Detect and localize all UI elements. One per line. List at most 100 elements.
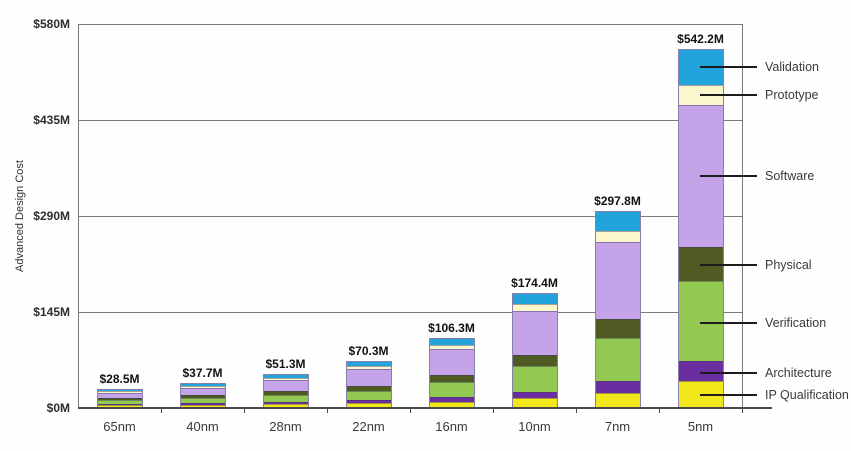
bar-total-label: $28.5M <box>99 372 140 387</box>
bar-segment-software <box>97 392 142 399</box>
x-axis-tick <box>161 409 162 413</box>
bar-segment-architecture <box>346 400 391 404</box>
bar-segment-verification <box>512 366 557 392</box>
x-axis-tick <box>576 409 577 413</box>
bar-total-label: $174.4M <box>511 275 558 290</box>
bar-segment-physical <box>429 375 474 383</box>
bar-segment-verification <box>346 390 391 401</box>
bar-segment-architecture <box>512 391 557 399</box>
legend-label-physical: Physical <box>765 258 812 273</box>
y-tick-label: $145M <box>33 305 70 319</box>
bar-65nm <box>96 389 143 408</box>
bar-segment-physical <box>595 318 640 338</box>
legend-label-ip-qualification: IP Qualification <box>765 388 849 403</box>
gridline <box>78 23 742 25</box>
bar-16nm <box>428 337 475 408</box>
bar-segment-validation <box>429 338 474 345</box>
bar-10nm <box>511 292 558 408</box>
bar-segment-physical <box>97 398 142 401</box>
x-axis-tick <box>244 409 245 413</box>
bar-40nm <box>179 383 226 408</box>
bar-segment-prototype <box>595 230 640 243</box>
bar-segment-architecture <box>180 402 225 405</box>
x-axis-tick <box>493 409 494 413</box>
bar-segment-software <box>263 380 308 392</box>
legend-label-architecture: Architecture <box>765 365 832 380</box>
bar-segment-ip-qualification <box>678 381 723 407</box>
x-axis-tick <box>410 409 411 413</box>
bar-segment-verification <box>263 394 308 402</box>
bar-segment-validation <box>512 293 557 305</box>
y-tick-label: $435M <box>33 113 70 127</box>
x-axis-line <box>78 407 772 409</box>
plot-right-border <box>742 24 743 408</box>
bar-segment-physical <box>263 391 308 395</box>
bar-segment-physical <box>346 385 391 391</box>
legend-leader-line-prototype <box>700 93 757 96</box>
x-axis-tick <box>327 409 328 413</box>
bar-segment-verification <box>97 400 142 404</box>
y-tick-label: $0M <box>46 401 70 415</box>
bar-segment-physical <box>678 246 723 282</box>
bar-7nm <box>594 210 641 408</box>
bar-segment-validation <box>595 211 640 231</box>
gridline <box>78 215 742 217</box>
bar-segment-verification <box>678 281 723 362</box>
bar-segment-prototype <box>512 304 557 312</box>
bar-segment-ip-qualification <box>346 403 391 407</box>
legend-label-validation: Validation <box>765 59 819 74</box>
plot-left-border <box>78 24 79 408</box>
bar-segment-ip-qualification <box>595 392 640 407</box>
bar-segment-validation <box>180 384 225 386</box>
bar-22nm <box>345 361 392 408</box>
bar-segment-architecture <box>678 361 723 382</box>
y-tick-label: $290M <box>33 209 70 223</box>
bar-segment-prototype <box>97 391 142 393</box>
bar-segment-validation <box>346 362 391 367</box>
bar-segment-software <box>512 311 557 356</box>
bar-total-label: $70.3M <box>348 344 389 359</box>
bar-segment-ip-qualification <box>180 404 225 407</box>
legend-label-prototype: Prototype <box>765 87 819 102</box>
bar-segment-architecture <box>263 401 308 405</box>
gridline <box>78 119 742 121</box>
x-axis-tick <box>742 409 743 413</box>
legend-leader-line-software <box>700 175 757 178</box>
legend-leader-line-ip-qualification <box>700 394 757 397</box>
bar-segment-prototype <box>346 366 391 370</box>
bar-segment-architecture <box>595 381 640 393</box>
y-tick-label: $580M <box>33 17 70 31</box>
bar-total-label: $297.8M <box>594 193 641 208</box>
bar-segment-software <box>429 349 474 376</box>
bar-segment-software <box>346 369 391 386</box>
legend-leader-line-verification <box>700 321 757 324</box>
x-axis-label-22nm: 22nm <box>352 419 385 434</box>
bar-segment-prototype <box>429 344 474 350</box>
bar-total-label: $51.3M <box>265 357 306 372</box>
bar-segment-architecture <box>97 403 142 406</box>
legend-label-software: Software <box>765 169 815 184</box>
x-axis-label-40nm: 40nm <box>186 419 219 434</box>
bar-segment-verification <box>180 398 225 403</box>
bar-5nm <box>677 49 724 408</box>
bar-segment-physical <box>512 355 557 367</box>
gridline <box>78 311 742 313</box>
bar-segment-ip-qualification <box>263 404 308 407</box>
x-axis-label-65nm: 65nm <box>103 419 136 434</box>
bar-segment-prototype <box>180 385 225 388</box>
bar-total-label: $37.7M <box>182 366 223 381</box>
bar-segment-prototype <box>263 377 308 381</box>
bar-segment-software <box>180 387 225 396</box>
x-axis-label-5nm: 5nm <box>687 419 714 434</box>
bar-segment-verification <box>595 337 640 382</box>
bar-segment-validation <box>97 390 142 392</box>
x-axis-label-28nm: 28nm <box>269 419 302 434</box>
bar-segment-physical <box>180 395 225 399</box>
legend-leader-line-architecture <box>700 371 757 374</box>
bar-segment-architecture <box>429 397 474 402</box>
legend-label-verification: Verification <box>765 315 827 330</box>
bar-total-label: $542.2M <box>677 32 724 47</box>
bar-segment-ip-qualification <box>97 405 142 407</box>
x-axis-label-10nm: 10nm <box>518 419 551 434</box>
